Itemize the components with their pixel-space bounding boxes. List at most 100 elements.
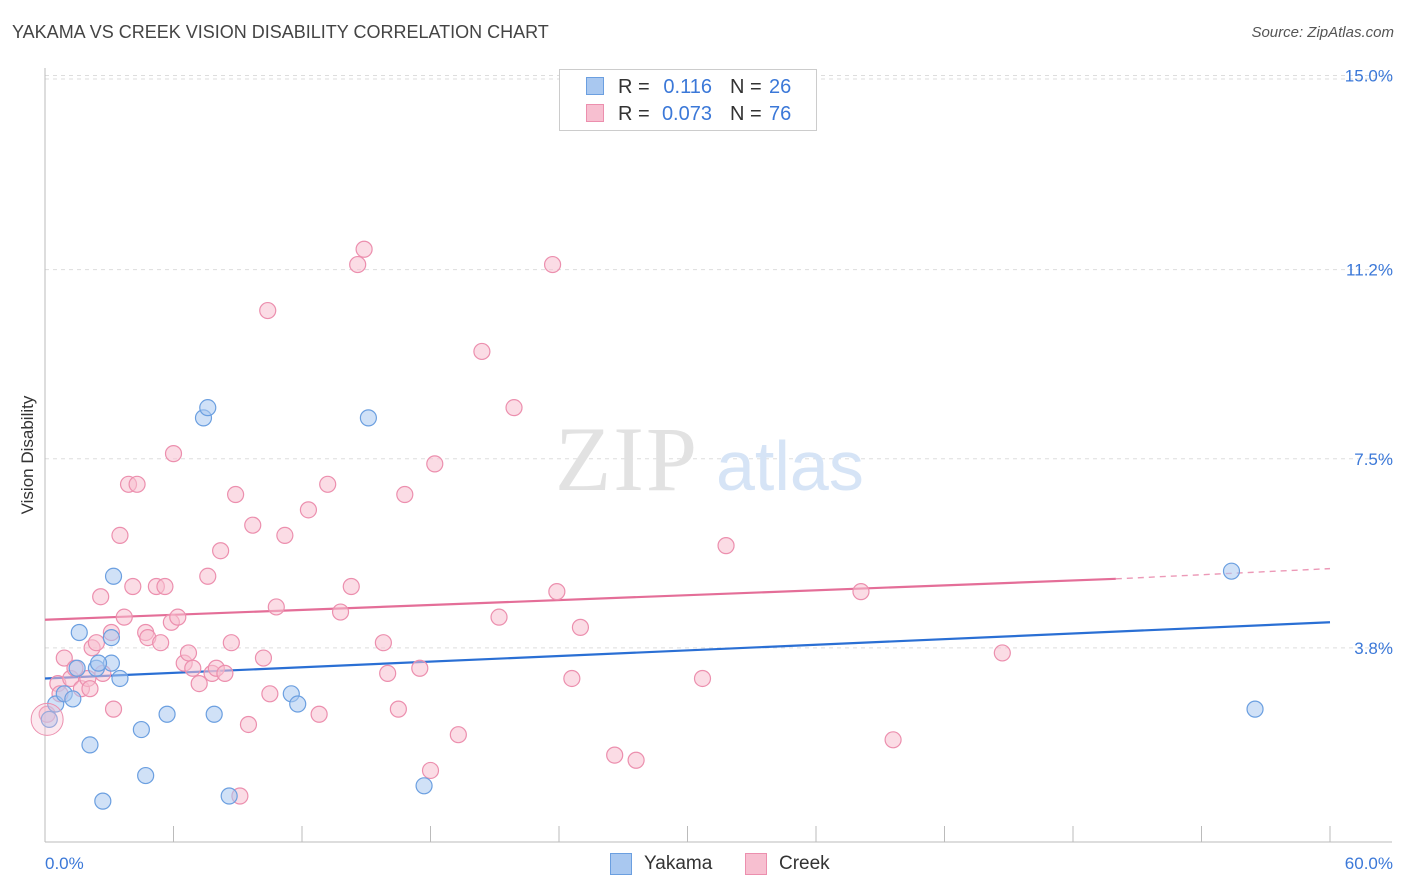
creek-point-38 [227, 485, 245, 504]
creek-point-50 [331, 603, 350, 621]
creek-point-57 [396, 485, 414, 504]
creek-point-46 [276, 526, 294, 545]
yakama-point-23 [359, 409, 377, 427]
creek-trend-line [44, 577, 1116, 621]
chart-title: YAKAMA VS CREEK VISION DISABILITY CORREL… [12, 22, 549, 42]
yakama-point-15 [137, 766, 155, 785]
creek-point-37 [222, 634, 240, 652]
yakama-point-9 [102, 628, 120, 647]
creek-point-66 [548, 583, 566, 601]
yakama-point-16 [158, 705, 176, 723]
creek-point-29 [179, 644, 198, 662]
yakama-point-14 [132, 720, 150, 739]
creek-point-30 [184, 659, 202, 677]
tick-labels: 3.8% 7.5% 11.2% 15.0% 0.0% 60.0% [45, 67, 1393, 874]
creek-point-56 [389, 700, 407, 718]
legend-n-label: N = [730, 103, 762, 125]
y-tick-label-3: 15.0% [1345, 67, 1393, 86]
legend-r-label: R = [618, 103, 650, 125]
creek-point-43 [259, 301, 277, 320]
creek-point-55 [379, 664, 397, 682]
legend-n-label: N = [730, 76, 762, 98]
legend-r-label: R = [618, 76, 650, 98]
creek-point-26 [164, 445, 183, 463]
creek-point-35 [212, 542, 230, 560]
bottom-legend-label-creek: Creek [779, 853, 830, 874]
yakama-point-26 [1246, 700, 1264, 718]
creek-point-42 [254, 649, 273, 667]
creek-point-14 [104, 700, 123, 718]
creek-point-36 [216, 664, 234, 682]
y-axis-label: Vision Disability [18, 395, 37, 515]
yakama-point-12 [81, 736, 99, 754]
creek-point-65 [543, 255, 562, 274]
x-tick-label-end: 60.0% [1345, 854, 1393, 873]
creek-point-8 [81, 680, 99, 698]
creek-point-45 [267, 598, 285, 616]
creek-point-51 [342, 577, 360, 596]
creek-point-53 [355, 240, 373, 258]
correlation-legend: R = 0.116 N = 26 R = 0.073 N = 76 [559, 69, 817, 131]
source-label: Source: ZipAtlas.com [1251, 24, 1394, 41]
yakama-point-13 [94, 792, 112, 810]
creek-point-44 [261, 685, 279, 703]
y-tick-label-2: 11.2% [1346, 261, 1393, 280]
creek-point-70 [627, 751, 645, 769]
creek-point-19 [128, 475, 146, 493]
legend-n-value: 76 [769, 103, 792, 125]
creek-point-54 [374, 634, 392, 652]
creek-point-11 [92, 588, 110, 606]
creek-point-cluster [30, 702, 64, 736]
watermark: ZIP [555, 408, 699, 510]
bottom-legend-swatch-creek [745, 853, 767, 875]
yakama-point-8 [89, 654, 108, 672]
creek-point-69 [606, 746, 624, 764]
creek-point-40 [239, 715, 258, 734]
grid-lines [45, 75, 1392, 649]
y-tick-label-1: 7.5% [1354, 450, 1393, 469]
yakama-point-24 [415, 777, 433, 795]
creek-point-63 [490, 608, 508, 626]
creek-point-23 [152, 634, 170, 652]
yakama-point-19 [205, 705, 223, 723]
creek-point-31 [190, 674, 208, 693]
creek-point-67 [563, 669, 581, 688]
yakama-point-11 [111, 669, 129, 688]
creek-point-73 [852, 583, 870, 601]
legend-n-value: 26 [769, 76, 792, 98]
creek-point-3 [55, 649, 73, 667]
creek-point-16 [115, 608, 133, 626]
yakama-point-4 [68, 659, 86, 677]
creek-point-60 [426, 455, 444, 473]
bottom-legend-swatch-yakama [610, 853, 632, 875]
y-tick-label-0: 3.8% [1354, 639, 1393, 658]
yakama-point-3 [64, 690, 82, 708]
creek-point-15 [111, 526, 129, 545]
yakama-point-22 [289, 695, 307, 713]
legend-r-value: 0.073 [661, 103, 712, 125]
creek-point-10 [87, 634, 106, 652]
yakama-point-0 [40, 710, 58, 728]
bottom-legend-label-yakama: Yakama [644, 853, 713, 874]
yakama-trend-line [44, 621, 1331, 680]
creek-point-72 [717, 537, 735, 555]
creek-point-64 [505, 399, 523, 417]
creek-point-68 [571, 618, 590, 636]
yakama-point-18 [199, 399, 217, 417]
creek-point-18 [124, 577, 142, 596]
yakama-point-25 [1222, 562, 1241, 580]
yakama-point-20 [220, 787, 238, 805]
legend-r-value: 0.116 [663, 76, 712, 98]
creek-point-32 [199, 567, 217, 585]
creek-point-59 [421, 761, 440, 780]
creek-point-41 [244, 516, 262, 534]
creek-point-61 [449, 726, 467, 744]
watermark-atlas: atlas [716, 427, 864, 505]
legend-swatch-yakama [586, 77, 604, 95]
creek-point-47 [299, 501, 318, 519]
x-tick-label-start: 0.0% [45, 854, 84, 873]
trend-lines [44, 567, 1331, 680]
yakama-point-10 [104, 567, 123, 585]
creek-point-27 [169, 608, 187, 626]
creek-point-62 [473, 342, 491, 361]
